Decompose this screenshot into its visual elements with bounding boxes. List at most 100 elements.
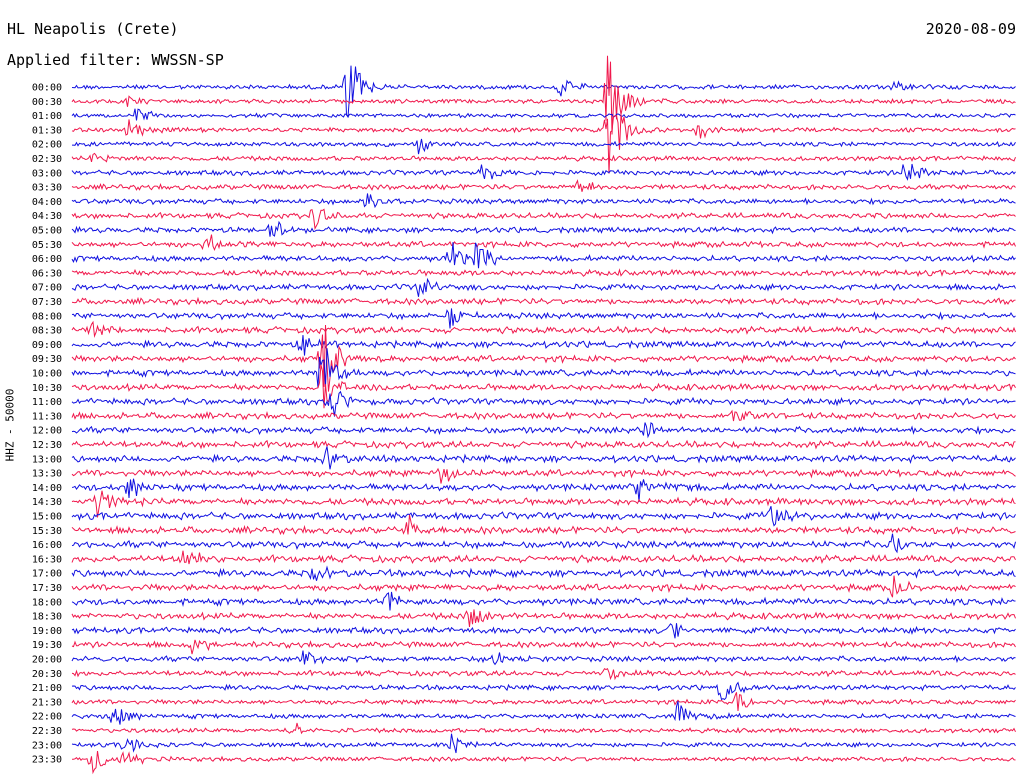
time-label: 12:00	[32, 426, 62, 437]
trace-row-44	[71, 700, 1016, 725]
trace-row-0	[71, 65, 1016, 118]
trace-row-29	[71, 490, 1016, 518]
trace-row-11	[71, 234, 1016, 252]
time-label: 21:30	[32, 697, 62, 708]
time-label: 01:30	[32, 125, 62, 136]
time-label: 04:30	[32, 211, 62, 222]
trace-row-5	[71, 152, 1016, 163]
trace-row-47	[71, 751, 1016, 775]
trace-row-46	[71, 733, 1016, 754]
time-label: 15:30	[32, 526, 62, 537]
trace-row-17	[71, 320, 1016, 338]
trace-row-25	[71, 439, 1016, 450]
time-label: 17:00	[32, 569, 62, 580]
time-label: 18:30	[32, 612, 62, 623]
trace-row-3	[71, 114, 1016, 174]
trace-row-33	[71, 550, 1016, 565]
time-label: 07:00	[32, 283, 62, 294]
trace-row-30	[71, 506, 1016, 527]
trace-row-15	[71, 296, 1016, 306]
trace-row-45	[71, 722, 1016, 735]
trace-row-4	[72, 138, 1016, 155]
trace-row-43	[71, 692, 1016, 711]
time-label: 19:30	[32, 640, 62, 651]
time-label: 15:00	[32, 512, 62, 523]
time-label: 09:00	[32, 340, 62, 351]
time-label: 11:30	[32, 411, 62, 422]
time-label: 03:00	[32, 168, 62, 179]
time-label: 00:30	[32, 97, 62, 108]
trace-row-38	[71, 623, 1016, 639]
time-label: 18:00	[32, 597, 62, 608]
time-label: 01:00	[32, 111, 62, 122]
trace-row-1	[71, 55, 1016, 135]
trace-row-10	[71, 220, 1016, 237]
time-label: 10:00	[32, 369, 62, 380]
time-label: 10:30	[32, 383, 62, 394]
filter-label: Applied filter: WWSSN-SP	[7, 51, 224, 69]
time-label: 23:00	[32, 740, 62, 751]
time-label: 16:00	[32, 540, 62, 551]
time-label: 20:00	[32, 655, 62, 666]
trace-row-12	[71, 242, 1016, 269]
trace-row-35	[71, 575, 1016, 598]
time-label: 13:00	[32, 454, 62, 465]
trace-row-9	[71, 208, 1016, 231]
trace-row-2	[71, 108, 1016, 121]
trace-row-36	[71, 591, 1016, 611]
time-label: 23:30	[32, 755, 62, 766]
trace-row-16	[71, 308, 1016, 329]
time-label: 06:00	[32, 254, 62, 265]
time-label: 08:30	[32, 326, 62, 337]
trace-row-13	[71, 268, 1016, 278]
time-label: 14:30	[32, 497, 62, 508]
time-label: 17:30	[32, 583, 62, 594]
trace-row-26	[71, 446, 1016, 470]
trace-row-28	[71, 478, 1016, 502]
trace-row-37	[71, 609, 1016, 627]
trace-row-8	[71, 193, 1016, 209]
trace-row-7	[71, 179, 1016, 192]
time-label: 03:30	[32, 183, 62, 194]
trace-row-18	[71, 335, 1016, 356]
trace-row-24	[71, 422, 1016, 439]
time-label: 08:00	[32, 311, 62, 322]
trace-row-23	[71, 409, 1016, 422]
time-label: 16:30	[32, 554, 62, 565]
trace-row-32	[71, 533, 1016, 554]
time-label: 02:30	[32, 154, 62, 165]
time-label: 02:00	[32, 140, 62, 151]
trace-row-40	[71, 650, 1016, 666]
trace-row-27	[71, 467, 1016, 484]
trace-row-41	[71, 667, 1016, 681]
time-label: 11:00	[32, 397, 62, 408]
time-label: 22:00	[32, 712, 62, 723]
time-label: 20:30	[32, 669, 62, 680]
trace-group	[71, 55, 1016, 775]
trace-row-22	[71, 390, 1016, 417]
time-label: 21:00	[32, 683, 62, 694]
time-label: 13:30	[32, 469, 62, 480]
time-label: 06:30	[32, 268, 62, 279]
trace-row-42	[71, 681, 1016, 701]
trace-row-34	[71, 565, 1016, 581]
time-label-group: 00:00 00:30 01:00 01:30 02:00 02:30 03:00 03:30…	[32, 83, 62, 766]
time-label: 05:30	[32, 240, 62, 251]
time-label: 00:00	[32, 83, 62, 94]
time-label: 05:00	[32, 226, 62, 237]
date-label: 2020-08-09	[925, 20, 1016, 38]
time-label: 12:30	[32, 440, 62, 451]
station-title: HL Neapolis (Crete)	[7, 20, 179, 38]
trace-row-19	[71, 324, 1016, 392]
trace-row-6	[71, 163, 1016, 181]
time-label: 04:00	[32, 197, 62, 208]
trace-row-31	[71, 514, 1016, 536]
time-label: 19:00	[32, 626, 62, 637]
time-label: 07:30	[32, 297, 62, 308]
time-label: 22:30	[32, 726, 62, 737]
time-label: 14:00	[32, 483, 62, 494]
trace-row-14	[71, 277, 1016, 297]
trace-row-39	[71, 639, 1016, 655]
time-label: 09:30	[32, 354, 62, 365]
